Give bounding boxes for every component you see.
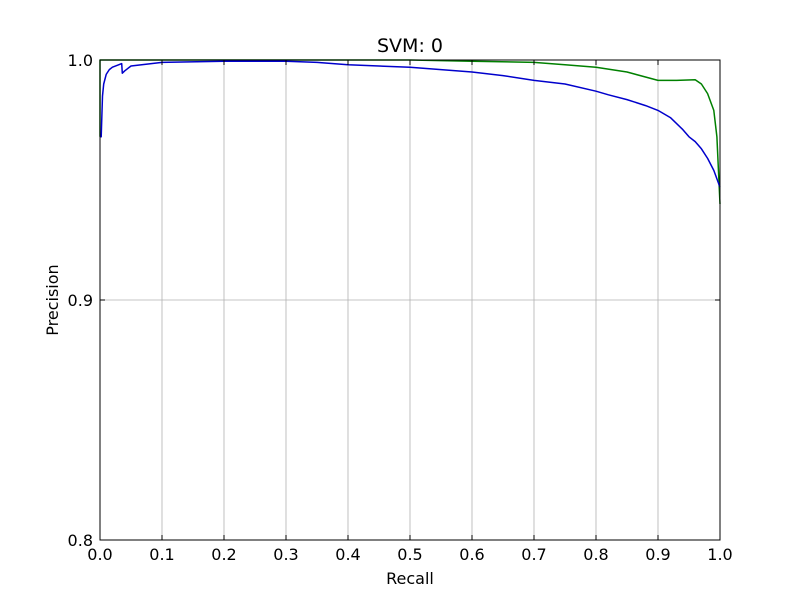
y-axis-label: Precision [43,264,62,335]
series-line-1 [100,60,721,188]
x-tick-label: 0.5 [397,545,422,564]
y-tick-label: 0.8 [68,531,93,550]
x-tick-label: 0.9 [645,545,670,564]
grid [100,60,720,540]
ticks: 0.0 0.1 0.2 0.3 0.4 0.5 0.6 0.7 0.8 0.9 1.0 0.8 0.9 1… [68,51,733,564]
x-tick-label: 0.1 [149,545,174,564]
x-tick-label: 0.8 [583,545,608,564]
x-tick-label: 0.7 [521,545,546,564]
y-tick-label: 1.0 [68,51,93,70]
x-tick-label: 1.0 [707,545,732,564]
chart-title: SVM: 0 [377,35,443,57]
x-tick-label: 0.3 [273,545,298,564]
x-tick-label: 0.2 [211,545,236,564]
x-axis-label: Recall [386,569,434,588]
x-tick-label: 0.0 [87,545,112,564]
x-tick-label: 0.6 [459,545,484,564]
y-tick-label: 0.9 [68,291,93,310]
x-tick-label: 0.4 [335,545,360,564]
